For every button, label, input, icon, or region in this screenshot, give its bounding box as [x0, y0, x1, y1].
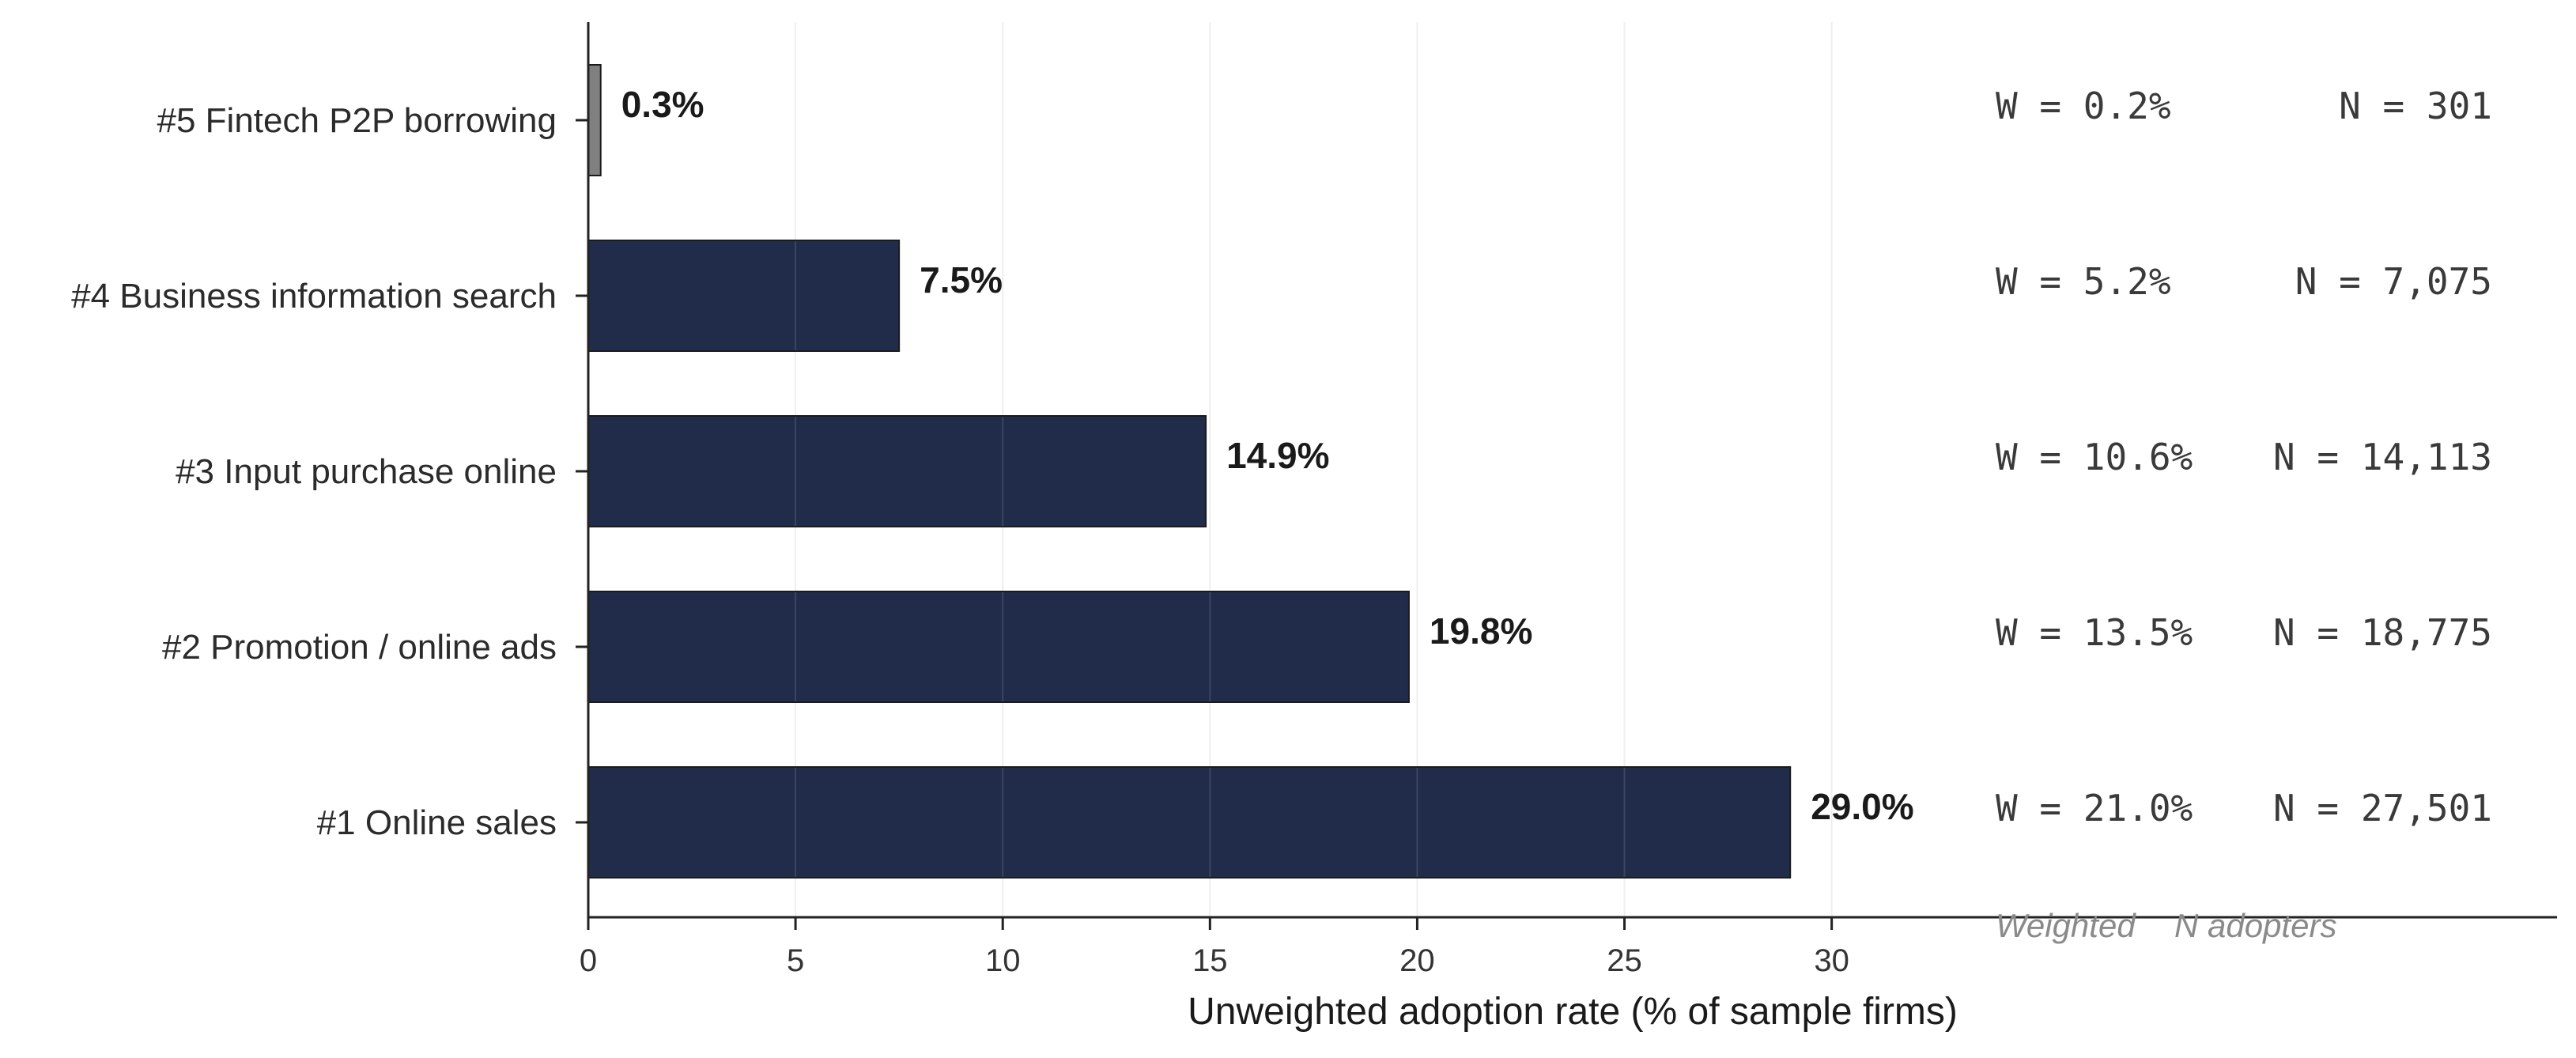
x-tick-label-20: 20 [1399, 943, 1435, 978]
value-label-5: 0.3% [621, 84, 704, 125]
bar-5 [587, 64, 602, 176]
value-label-3: 14.9% [1226, 435, 1329, 476]
weighted-label-1: W = 21.0% [1996, 787, 2193, 829]
x-tick-label-25: 25 [1607, 943, 1642, 978]
n-label-2: N = 18,775 [2273, 611, 2492, 654]
x-tick-label-15: 15 [1192, 943, 1228, 978]
bar-3 [587, 415, 1207, 527]
axes [587, 22, 2557, 919]
x-axis-title: Unweighted adoption rate (% of sample fi… [1188, 991, 1958, 1033]
category-label-4: #4 Business information search [71, 277, 557, 316]
category-label-5: #5 Fintech P2P borrowing [157, 101, 557, 140]
n-label-1: N = 27,501 [2273, 787, 2492, 829]
weighted-label-2: W = 13.5% [1996, 611, 2193, 654]
n-label-5: N = 301 [2339, 85, 2492, 127]
value-label-4: 7.5% [920, 259, 1003, 300]
footnote-weighted: Weighted [1996, 907, 2136, 944]
x-tick-label-30: 30 [1814, 943, 1849, 978]
value-label-1: 29.0% [1811, 786, 1913, 827]
bars [587, 64, 1792, 879]
value-label-2: 19.8% [1430, 610, 1532, 652]
bar-1 [587, 766, 1792, 879]
x-tick-label-0: 0 [580, 943, 597, 978]
labels: #5 Fintech P2P borrowing 0.3% W = 0.2% N = … [71, 84, 2492, 978]
x-tick-label-10: 10 [985, 943, 1021, 978]
footnote-n-adopters: N adopters [2174, 907, 2336, 944]
bar-4 [587, 240, 901, 352]
n-label-3: N = 14,113 [2273, 436, 2492, 478]
n-label-4: N = 7,075 [2295, 260, 2492, 303]
bar-2 [587, 591, 1410, 703]
category-label-1: #1 Online sales [317, 803, 557, 842]
x-tick-label-5: 5 [787, 943, 804, 978]
category-label-2: #2 Promotion / online ads [162, 628, 557, 667]
weighted-label-4: W = 5.2% [1996, 260, 2171, 303]
weighted-label-3: W = 10.6% [1996, 436, 2193, 478]
category-label-3: #3 Input purchase online [176, 452, 557, 491]
weighted-label-5: W = 0.2% [1996, 85, 2171, 127]
